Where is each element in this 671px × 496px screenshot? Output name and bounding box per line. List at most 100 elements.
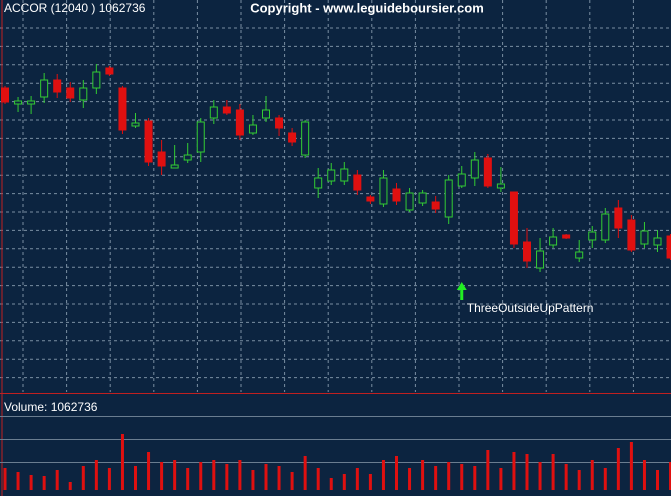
volume-bar [81, 466, 85, 490]
candle-body [196, 121, 205, 153]
candle-body [248, 124, 257, 134]
volume-bar [629, 442, 633, 490]
volume-bar [538, 462, 542, 490]
grid [0, 0, 671, 392]
volume-bar [603, 468, 607, 490]
volume-bar [42, 476, 46, 490]
candle-body [170, 164, 179, 169]
candle-body [614, 207, 623, 229]
volume-bar [525, 454, 529, 490]
candle-body [118, 87, 127, 131]
volume-bar [264, 464, 268, 490]
candle-body [405, 192, 414, 211]
volume-bar [512, 452, 516, 490]
candle-body [562, 234, 571, 239]
candle-body [340, 168, 349, 182]
volume-bar [473, 466, 477, 490]
volume-bar [499, 468, 503, 490]
candle-body [379, 177, 388, 205]
chart-subtitle: Copyright - www.leguideboursier.com [250, 0, 484, 15]
candle-body [666, 235, 671, 259]
volume-bar [551, 454, 555, 490]
volume-bar [160, 462, 164, 490]
volume-bar [564, 464, 568, 490]
volume-bar [395, 456, 398, 490]
candle-body [53, 79, 62, 93]
candle-body [496, 183, 505, 189]
candle-body [575, 251, 584, 259]
candle-body [79, 87, 88, 101]
candle-body [509, 191, 518, 245]
candle-body [27, 100, 36, 105]
volume-bar [55, 470, 59, 490]
candle-body [144, 120, 153, 163]
candle-body [431, 201, 440, 210]
candle-body [235, 109, 244, 136]
volume-bar [290, 472, 294, 490]
volume-bar [381, 460, 385, 490]
volume-bar [94, 460, 98, 490]
volume-bar [251, 470, 255, 490]
volume-bar [590, 460, 594, 490]
volume-bar [134, 466, 137, 490]
volume-bar [29, 475, 33, 490]
volume-bar [434, 466, 438, 490]
volume-bar [355, 468, 359, 490]
candle-body [483, 157, 492, 187]
candle-body [183, 154, 192, 161]
volume-bar [421, 460, 425, 490]
volume-bar [329, 478, 333, 490]
candle-body [523, 241, 531, 262]
volume-bar [186, 468, 190, 490]
volume-label: Volume: 1062736 [4, 400, 98, 414]
candle-body [301, 121, 310, 156]
candle-body [366, 196, 375, 202]
candle-body [209, 106, 218, 119]
candle-body [157, 151, 166, 167]
candle-body [353, 174, 362, 191]
chart-title: ACCOR (12040 ) 1062736 [4, 1, 146, 15]
volume-bar [342, 474, 346, 490]
candle-body [275, 117, 284, 129]
volume-bar [303, 456, 307, 490]
candle-body [627, 219, 636, 251]
volume-bar [147, 452, 151, 490]
candle-body [418, 192, 427, 204]
volume-bar [107, 468, 111, 490]
volume-bar [616, 448, 620, 490]
candle-body [288, 132, 297, 143]
annotation-arrow [456, 282, 467, 300]
candle-body [131, 122, 140, 127]
volume-bar [238, 460, 242, 490]
candle-body [588, 231, 597, 241]
volume-bar [212, 460, 216, 490]
candle-body [14, 100, 23, 105]
candle-body [470, 159, 479, 179]
volume-bar [368, 474, 372, 490]
volume-bar [460, 464, 464, 490]
candle-body [444, 179, 453, 218]
candle-body [536, 250, 545, 269]
candle-body [392, 188, 401, 202]
volume-bar [486, 450, 490, 490]
candle-body [262, 109, 270, 119]
candle-body [457, 173, 466, 187]
volume-bar [316, 468, 320, 490]
volume-bar [277, 466, 281, 490]
candle-body [549, 236, 558, 246]
volume-bar [577, 470, 581, 490]
volume-bar [3, 468, 7, 490]
volume-bar [408, 468, 412, 490]
volume-bar [656, 470, 659, 490]
annotation-label: ThreeOutsideUpPattern [467, 301, 594, 315]
volume-bar [447, 462, 451, 490]
candle-body [601, 213, 610, 241]
volume-bar [199, 462, 203, 490]
candle-body [640, 230, 649, 245]
candle-body [66, 87, 75, 99]
candle-body [105, 67, 114, 75]
volume-bar [16, 472, 20, 490]
candle-body [314, 177, 323, 189]
